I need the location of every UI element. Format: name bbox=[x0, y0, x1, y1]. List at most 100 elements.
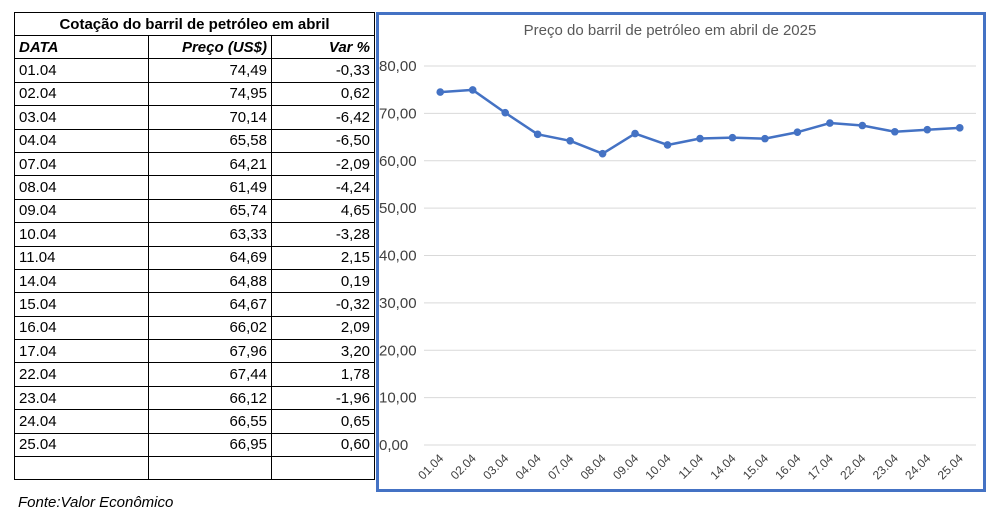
data-point bbox=[436, 88, 445, 96]
date-cell: 23.04 bbox=[14, 385, 149, 411]
table-row: 25.04 66,95 0,60 bbox=[14, 432, 376, 458]
price-cell: 64,69 bbox=[148, 245, 272, 270]
price-cell: 67,44 bbox=[148, 362, 272, 387]
x-tick-label: 16.04 bbox=[772, 451, 803, 482]
data-point bbox=[533, 130, 542, 139]
var-cell: 3,20 bbox=[270, 339, 376, 364]
price-cell: 64,67 bbox=[148, 292, 272, 317]
x-tick-label: 04.04 bbox=[513, 451, 544, 482]
x-tick-label: 02.04 bbox=[448, 451, 479, 482]
x-tick-label: 14.04 bbox=[707, 451, 738, 482]
date-cell: 25.04 bbox=[14, 432, 149, 458]
y-tick-label: 80,00 bbox=[379, 58, 417, 75]
price-cell: 70,14 bbox=[148, 105, 272, 130]
var-cell: -6,42 bbox=[270, 105, 376, 130]
table-row: 11.04 64,69 2,15 bbox=[14, 245, 376, 270]
x-tick-label: 09.04 bbox=[610, 451, 641, 482]
var-cell: -1,96 bbox=[270, 385, 376, 411]
y-tick-label: 0,00 bbox=[379, 437, 408, 454]
var-cell: 0,19 bbox=[270, 268, 376, 294]
var-cell: -4,24 bbox=[270, 175, 376, 200]
series-line bbox=[440, 88, 960, 155]
price-cell: 74,95 bbox=[148, 81, 272, 107]
price-cell: 64,88 bbox=[148, 268, 272, 294]
data-point bbox=[923, 125, 932, 134]
table-row: 08.04 61,49 -4,24 bbox=[14, 175, 376, 200]
chart-frame: Preço do barril de petróleo em abril de … bbox=[376, 12, 986, 492]
var-cell: -0,33 bbox=[270, 58, 376, 83]
table-row: 16.04 66,02 2,09 bbox=[14, 315, 376, 341]
var-cell: -6,50 bbox=[270, 128, 376, 153]
table-row: 14.04 64,88 0,19 bbox=[14, 268, 376, 294]
x-tick-label: 03.04 bbox=[480, 451, 511, 482]
table-body: 01.04 74,49 -0,33 02.04 74,95 0,62 03.04 70,14-… bbox=[14, 58, 376, 481]
price-cell: 66,55 bbox=[148, 409, 272, 434]
var-cell: -0,32 bbox=[270, 292, 376, 317]
date-cell: 14.04 bbox=[14, 268, 149, 294]
x-tick-label: 11.04 bbox=[676, 451, 707, 482]
x-tick-label: 01.04 bbox=[415, 451, 446, 482]
date-cell: 09.04 bbox=[14, 198, 149, 224]
data-point bbox=[955, 124, 964, 132]
price-cell: 65,74 bbox=[148, 198, 272, 224]
var-cell: -3,28 bbox=[270, 222, 376, 247]
var-cell: -2,09 bbox=[270, 151, 376, 177]
y-tick-label: 10,00 bbox=[379, 390, 417, 407]
x-tick-label: 24.04 bbox=[902, 451, 933, 482]
date-cell: 01.04 bbox=[14, 58, 149, 83]
y-tick-label: 60,00 bbox=[379, 153, 417, 170]
table-row: 17.04 67,96 3,20 bbox=[14, 339, 376, 364]
table-row: 10.04 63,33 -3,28 bbox=[14, 222, 376, 247]
table-row: 15.04 64,67 -0,32 bbox=[14, 292, 376, 317]
date-cell: 24.04 bbox=[14, 409, 149, 434]
date-cell: 11.04 bbox=[14, 245, 149, 270]
data-point bbox=[631, 129, 639, 138]
data-point bbox=[598, 149, 607, 158]
source-note: Fonte:Valor Econômico bbox=[18, 494, 174, 511]
data-point bbox=[728, 133, 737, 142]
data-point bbox=[468, 86, 477, 94]
table-row: 24.04 66,55 0,65 bbox=[14, 409, 376, 434]
date-cell: 15.04 bbox=[14, 292, 149, 317]
x-tick-label: 07.04 bbox=[545, 451, 576, 482]
var-cell: 2,15 bbox=[270, 245, 376, 270]
date-cell: 17.04 bbox=[14, 339, 149, 364]
price-cell: 66,95 bbox=[148, 432, 272, 458]
price-line-chart: Preço do barril de petróleo em abril de … bbox=[379, 22, 976, 482]
y-tick-label: 40,00 bbox=[379, 248, 417, 265]
date-cell: 04.04 bbox=[14, 128, 149, 153]
table-header-row: DATA Preço (US$) Var % bbox=[14, 34, 376, 60]
price-cell: 66,02 bbox=[148, 315, 272, 341]
data-point bbox=[793, 128, 802, 137]
data-point bbox=[891, 127, 899, 136]
price-cell: 66,12 bbox=[148, 385, 272, 411]
var-cell: 4,65 bbox=[270, 198, 376, 224]
date-cell: 16.04 bbox=[14, 315, 149, 341]
table-row: 22.04 67,44 1,78 bbox=[14, 362, 376, 387]
date-cell: 03.04 bbox=[14, 105, 149, 130]
data-point bbox=[663, 141, 672, 149]
y-tick-label: 20,00 bbox=[379, 342, 417, 359]
price-cell: 63,33 bbox=[148, 222, 272, 247]
data-point bbox=[858, 121, 867, 130]
date-cell: 02.04 bbox=[14, 81, 149, 107]
x-tick-label: 23.04 bbox=[870, 451, 901, 482]
var-cell: 0,65 bbox=[270, 409, 376, 434]
x-tick-label: 17.04 bbox=[805, 451, 836, 482]
x-tick-label: 08.04 bbox=[578, 451, 609, 482]
price-cell: 67,96 bbox=[148, 339, 272, 364]
date-cell: 07.04 bbox=[14, 151, 149, 177]
var-cell: 2,09 bbox=[270, 315, 376, 341]
x-tick-label: 25.04 bbox=[935, 451, 966, 482]
table-row: 01.04 74,49 -0,33 bbox=[14, 58, 376, 83]
price-cell: 64,21 bbox=[148, 151, 272, 177]
date-cell: 22.04 bbox=[14, 362, 149, 387]
data-point bbox=[501, 108, 509, 117]
header-date: DATA bbox=[14, 34, 149, 60]
price-cell: 74,49 bbox=[148, 58, 272, 83]
chart-title: Preço do barril de petróleo em abril de … bbox=[524, 22, 817, 39]
y-tick-label: 70,00 bbox=[379, 105, 417, 122]
price-table: Cotação do barril de petróleo em abril D… bbox=[13, 12, 376, 481]
price-cell: 61,49 bbox=[148, 175, 272, 200]
date-cell: 08.04 bbox=[14, 175, 149, 200]
